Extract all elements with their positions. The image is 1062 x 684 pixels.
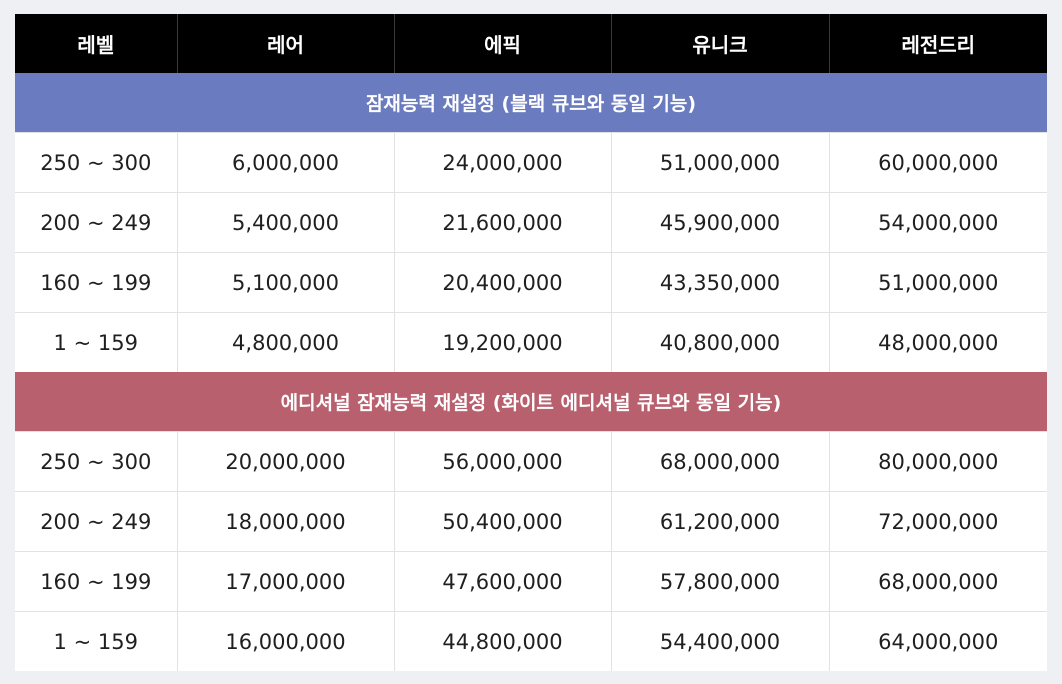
cell-rare: 18,000,000 <box>176 491 394 552</box>
cell-epic: 24,000,000 <box>393 132 611 193</box>
cell-epic: 44,800,000 <box>393 611 611 671</box>
cell-epic: 56,000,000 <box>393 431 611 492</box>
cell-epic: 47,600,000 <box>393 551 611 612</box>
cell-level: 160 ~ 199 <box>15 551 177 612</box>
cell-unique: 43,350,000 <box>610 252 829 313</box>
cell-rare: 17,000,000 <box>176 551 394 612</box>
cell-unique: 51,000,000 <box>610 132 829 193</box>
cell-legendary: 48,000,000 <box>828 312 1047 372</box>
header-legendary: 레전드리 <box>828 14 1047 73</box>
table-row: 200 ~ 249 18,000,000 50,400,000 61,200,0… <box>15 491 1047 552</box>
cell-rare: 5,400,000 <box>176 192 394 253</box>
cell-level: 200 ~ 249 <box>15 491 177 552</box>
cell-unique: 40,800,000 <box>610 312 829 372</box>
header-rare: 레어 <box>176 14 394 73</box>
cell-legendary: 72,000,000 <box>828 491 1047 552</box>
cell-rare: 4,800,000 <box>176 312 394 372</box>
cell-level: 160 ~ 199 <box>15 252 177 313</box>
cell-level: 250 ~ 300 <box>15 132 177 193</box>
cell-level: 200 ~ 249 <box>15 192 177 253</box>
table-row: 1 ~ 159 4,800,000 19,200,000 40,800,000 … <box>15 312 1047 372</box>
cell-epic: 50,400,000 <box>393 491 611 552</box>
table-row: 250 ~ 300 20,000,000 56,000,000 68,000,0… <box>15 431 1047 492</box>
section-title: 에디셔널 잠재능력 재설정 (화이트 에디셔널 큐브와 동일 기능) <box>15 372 1047 432</box>
header-row: 레벨 레어 에픽 유니크 레전드리 <box>15 14 1047 73</box>
cost-table: 레벨 레어 에픽 유니크 레전드리 잠재능력 재설정 (블랙 큐브와 동일 기능… <box>15 14 1047 671</box>
table-row: 200 ~ 249 5,400,000 21,600,000 45,900,00… <box>15 192 1047 253</box>
cell-unique: 61,200,000 <box>610 491 829 552</box>
cell-level: 1 ~ 159 <box>15 611 177 671</box>
cell-epic: 21,600,000 <box>393 192 611 253</box>
table-row: 160 ~ 199 17,000,000 47,600,000 57,800,0… <box>15 551 1047 612</box>
section-header-additional-potential-reset: 에디셔널 잠재능력 재설정 (화이트 에디셔널 큐브와 동일 기능) <box>15 372 1047 432</box>
cell-rare: 6,000,000 <box>176 132 394 193</box>
cell-epic: 19,200,000 <box>393 312 611 372</box>
header-level: 레벨 <box>15 14 177 73</box>
cell-legendary: 54,000,000 <box>828 192 1047 253</box>
cell-rare: 16,000,000 <box>176 611 394 671</box>
cell-legendary: 64,000,000 <box>828 611 1047 671</box>
table-row: 1 ~ 159 16,000,000 44,800,000 54,400,000… <box>15 611 1047 671</box>
cell-unique: 54,400,000 <box>610 611 829 671</box>
header-epic: 에픽 <box>393 14 611 73</box>
cell-legendary: 80,000,000 <box>828 431 1047 492</box>
cost-table-container: 레벨 레어 에픽 유니크 레전드리 잠재능력 재설정 (블랙 큐브와 동일 기능… <box>15 14 1047 671</box>
header-unique: 유니크 <box>610 14 829 73</box>
cell-level: 1 ~ 159 <box>15 312 177 372</box>
cell-level: 250 ~ 300 <box>15 431 177 492</box>
section-header-potential-reset: 잠재능력 재설정 (블랙 큐브와 동일 기능) <box>15 73 1047 133</box>
table-row: 160 ~ 199 5,100,000 20,400,000 43,350,00… <box>15 252 1047 313</box>
cell-rare: 20,000,000 <box>176 431 394 492</box>
section-title: 잠재능력 재설정 (블랙 큐브와 동일 기능) <box>15 73 1047 133</box>
cell-legendary: 60,000,000 <box>828 132 1047 193</box>
cell-legendary: 68,000,000 <box>828 551 1047 612</box>
table-row: 250 ~ 300 6,000,000 24,000,000 51,000,00… <box>15 132 1047 193</box>
cell-unique: 68,000,000 <box>610 431 829 492</box>
cell-rare: 5,100,000 <box>176 252 394 313</box>
cell-unique: 57,800,000 <box>610 551 829 612</box>
cell-epic: 20,400,000 <box>393 252 611 313</box>
cell-unique: 45,900,000 <box>610 192 829 253</box>
cell-legendary: 51,000,000 <box>828 252 1047 313</box>
